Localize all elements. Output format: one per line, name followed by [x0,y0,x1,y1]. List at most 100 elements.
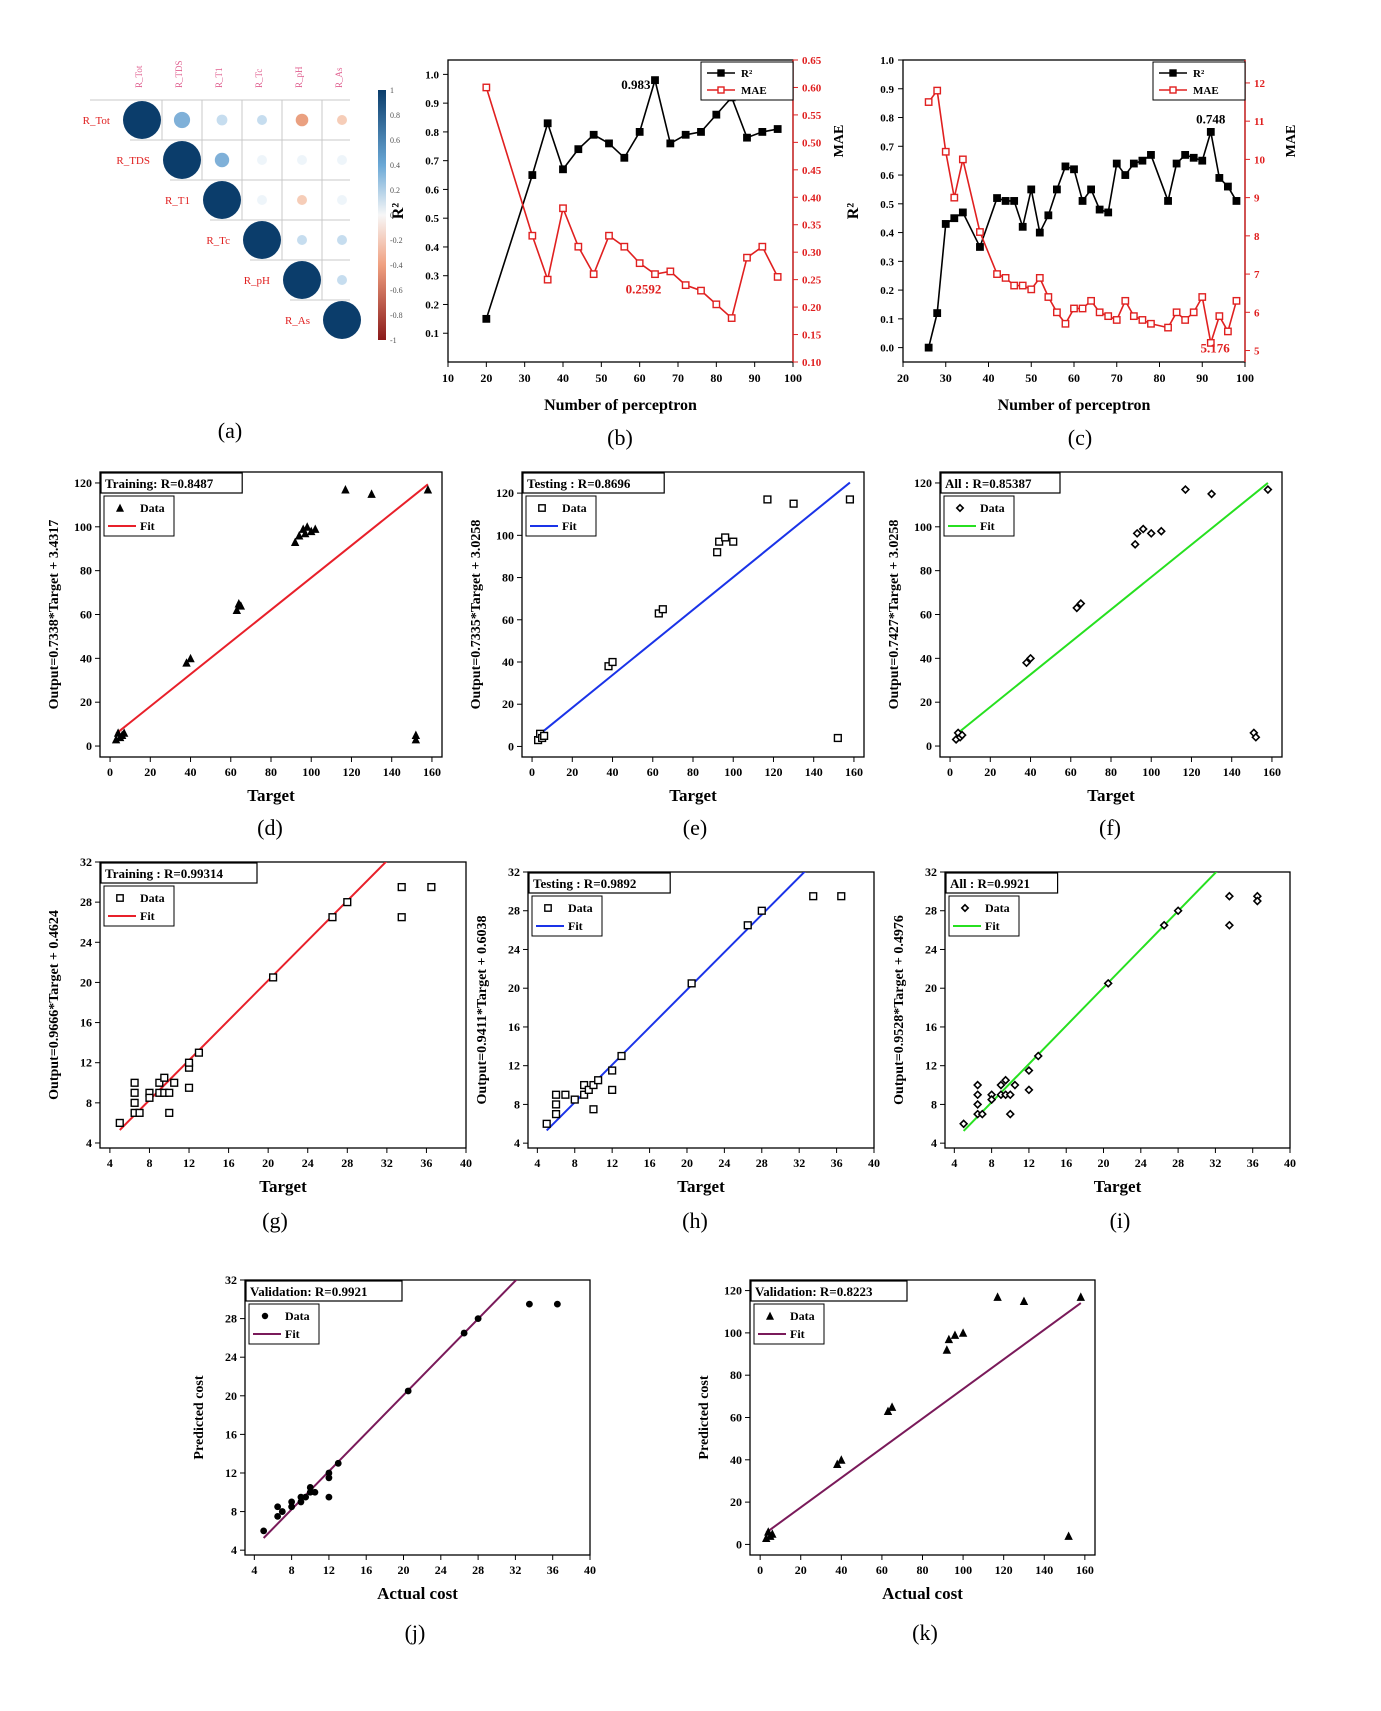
legend-box [103,495,175,537]
x-tick-label: 40 [1025,765,1037,779]
x-tick-label: 24 [302,1156,314,1170]
data-point [973,1099,983,1109]
col-label: R_As [334,67,344,88]
y-axis-title: Output=0.7427*Target + 3.0258 [887,520,902,710]
data-point [525,1300,533,1308]
data-point [574,242,583,251]
data-point [1224,920,1234,930]
data-point [924,98,933,106]
data-point [1112,159,1121,168]
data-point [589,270,598,279]
data-point [303,522,312,531]
x-tick-label: 0 [529,765,535,779]
data-point [1024,1065,1034,1076]
data-point [306,1484,314,1491]
data-point [311,524,320,533]
row-label: R_pH [244,275,270,287]
legend-label: Data [790,1309,815,1323]
data-point [1072,603,1082,613]
heat-cell [257,115,267,125]
chart-j: 4 8 12 16 20 24 28 32 36 40 4 8 12 16 20 24 28 32 Actual c… [192,1273,596,1603]
data-point [837,892,846,901]
data-point [1232,296,1241,305]
panel-caption: (e) [683,815,707,840]
y-tick-label: 12 [225,1466,237,1480]
title-box-frame [100,862,258,884]
data-point [773,272,782,281]
x-tick-label: 20 [566,765,578,779]
x-tick-label: 24 [435,1563,447,1577]
data-point [1076,599,1086,609]
y-tick-label: 24 [225,1350,237,1364]
heat-cell [203,181,241,219]
y-tick-label: 20 [225,1389,237,1403]
x-axis-title: Actual cost [882,1584,963,1603]
panel-caption: (f) [1099,815,1121,840]
data-point [1104,312,1113,321]
colorbar-tick-label: -1 [390,336,397,345]
x-tick-label: 140 [383,765,401,779]
x-tick-label: 16 [360,1563,372,1577]
data-point [1164,323,1172,332]
data-point [763,495,772,504]
data-point [635,128,644,136]
y-tick-label: 60 [730,1411,742,1425]
y-tick-label: 0.9 [425,98,439,110]
data-point [551,1090,561,1099]
y-tick-label: 0.5 [425,213,439,225]
data-point [551,1110,561,1119]
y-tick-label: 32 [225,1273,237,1287]
data-point [1025,653,1036,663]
x-tick-label: 80 [265,765,277,779]
data-point [1052,308,1061,317]
panel-title: Validation: R=0.8223 [755,1284,873,1299]
y2-tick-label: 0.55 [802,110,822,122]
data-point [1121,296,1130,305]
data-point [232,605,242,615]
y-tick-label: 4 [514,1136,520,1150]
data-point [1130,539,1140,549]
x-axis-title: Number of perceptron [544,397,697,414]
x-tick-label: 10 [442,371,454,385]
data-point [1095,308,1104,317]
data-point [651,76,659,85]
y-tick-label: 0.4 [425,242,439,254]
x-tick-label: 30 [940,371,952,385]
data-point [976,243,984,251]
data-point [993,194,1001,202]
y-tick-label: 16 [508,1020,520,1034]
legend-label: Fit [568,919,583,933]
legend-label: Data [562,501,587,515]
legend-label: Fit [790,1327,805,1341]
y-tick-label: 60 [502,613,514,627]
panel-caption: (i) [1110,1208,1131,1233]
y-tick-label: 0.7 [880,141,894,153]
y-tick-label: 8 [86,1096,92,1110]
y-tick-label: 0.3 [425,271,439,283]
y-tick-label: 0 [86,739,92,753]
y-tick-label: 60 [80,608,92,622]
data-point [743,253,751,262]
x-axis-title: Target [247,786,295,805]
data-point [236,601,246,610]
data-point [996,1080,1006,1090]
fit-line [119,862,388,1131]
y-tick-label: 0.4 [880,228,894,240]
data-point [933,86,942,95]
x-tick-label: 40 [607,765,619,779]
data-point [460,1329,468,1337]
data-point [1215,174,1224,182]
x-tick-label: 50 [595,371,607,385]
data-point [543,275,552,284]
title-box: Testing : R=0.9892 [528,872,671,894]
x-tick-label: 80 [1105,765,1117,779]
y-tick-label: 28 [80,895,92,909]
heat-cell [257,195,267,205]
row-label: R_TDS [116,155,150,167]
x-tick-label: 28 [341,1156,353,1170]
data-point [605,231,613,240]
title-box-frame [522,472,665,494]
y-tick-label: 120 [74,476,92,490]
data-point [687,979,696,988]
